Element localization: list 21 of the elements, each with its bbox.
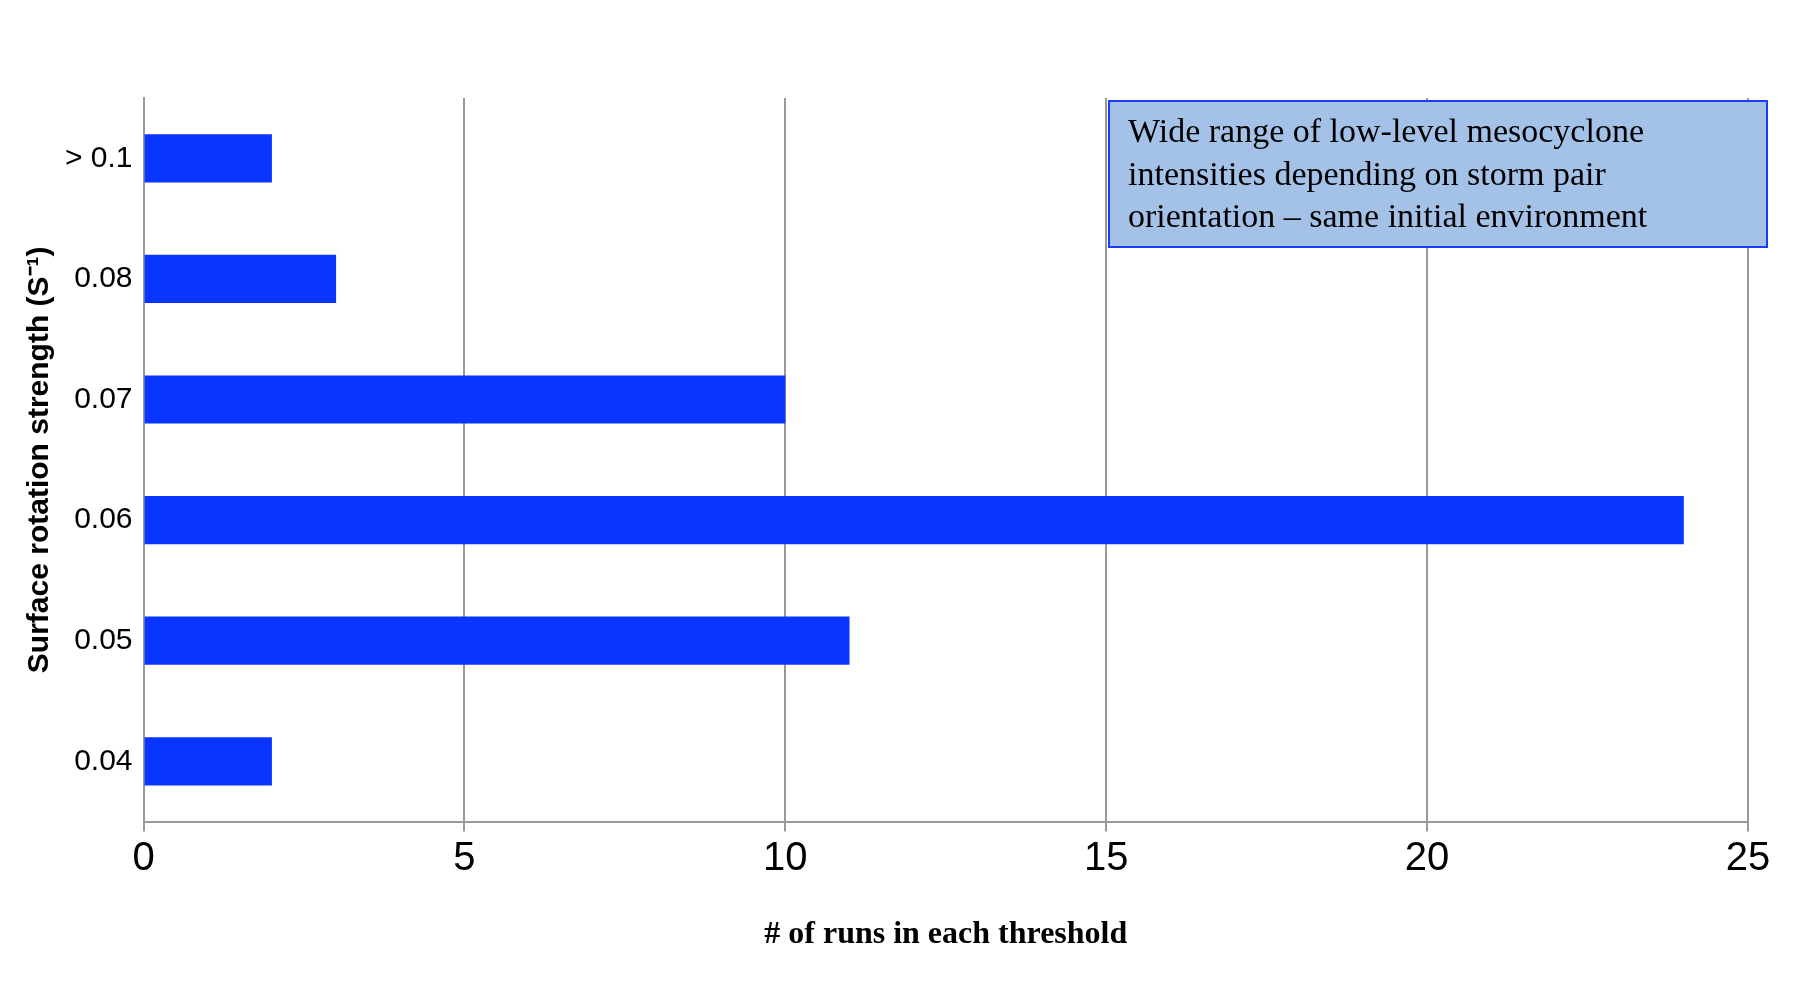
bar (144, 737, 272, 786)
x-tick-label: 0 (132, 833, 155, 878)
y-tick-label: > 0.1 (65, 139, 133, 173)
y-tick-label: 0.06 (74, 501, 133, 535)
bar (144, 375, 786, 424)
bar (144, 254, 337, 304)
y-tick-label: 0.04 (74, 742, 133, 776)
y-tick-label: 0.08 (74, 260, 133, 294)
bar (144, 134, 272, 183)
x-tick-label: 25 (1725, 833, 1771, 878)
x-tick-label: 15 (1083, 833, 1129, 878)
x-tick-label: 20 (1404, 833, 1450, 878)
y-tick-label: 0.07 (74, 380, 133, 414)
y-axis-title: Surface rotation strength (S⁻¹) (21, 246, 55, 674)
bar (144, 495, 1684, 545)
x-axis-title: # of runs in each threshold (764, 914, 1128, 951)
bar (144, 616, 850, 665)
x-tick-label: 10 (763, 833, 808, 878)
text-box: Wide range of low-level mesocyclone intensities depending on storm pair orientation – same initial environment (1108, 100, 1768, 248)
y-tick-label: 0.05 (74, 621, 133, 655)
x-tick-label: 5 (453, 833, 476, 878)
